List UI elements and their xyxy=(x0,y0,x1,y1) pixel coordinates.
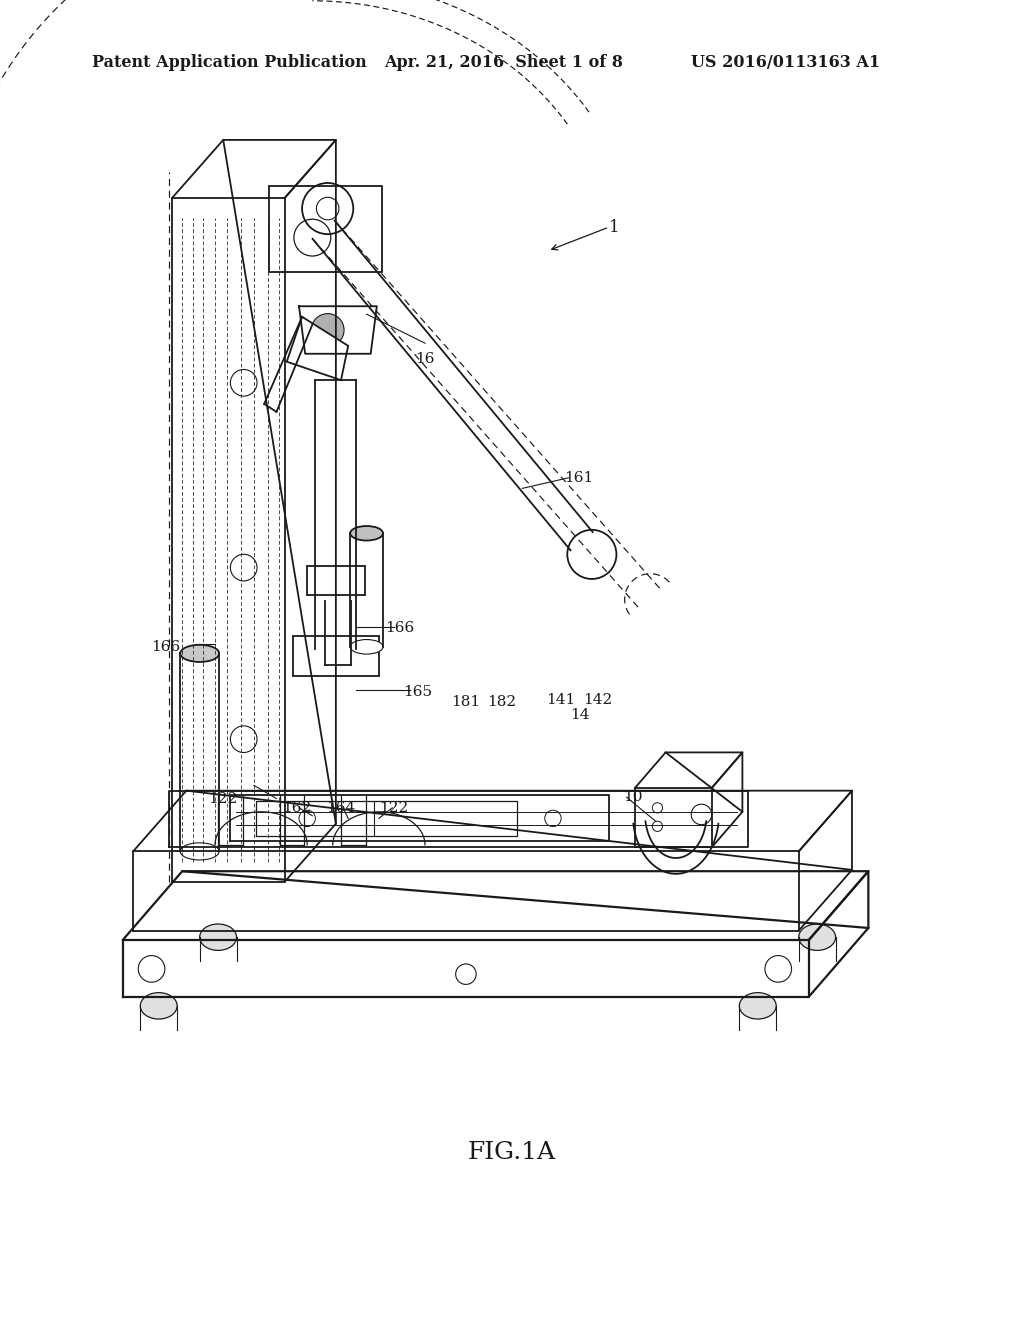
Text: 166: 166 xyxy=(152,640,180,653)
Text: 161: 161 xyxy=(564,471,593,484)
Text: 141: 141 xyxy=(547,693,575,706)
Text: 164: 164 xyxy=(327,801,355,814)
Ellipse shape xyxy=(739,993,776,1019)
Text: 182: 182 xyxy=(487,696,516,709)
FancyBboxPatch shape xyxy=(293,636,379,676)
Text: 181: 181 xyxy=(452,696,480,709)
Circle shape xyxy=(311,314,344,346)
Ellipse shape xyxy=(200,924,237,950)
Ellipse shape xyxy=(180,843,219,861)
Ellipse shape xyxy=(140,993,177,1019)
Text: 166: 166 xyxy=(385,622,414,635)
Text: US 2016/0113163 A1: US 2016/0113163 A1 xyxy=(691,54,881,71)
Text: 162: 162 xyxy=(283,801,311,814)
Ellipse shape xyxy=(180,644,219,663)
Text: 122: 122 xyxy=(380,801,409,814)
Ellipse shape xyxy=(350,527,383,541)
Text: 142: 142 xyxy=(584,693,612,706)
Text: Apr. 21, 2016  Sheet 1 of 8: Apr. 21, 2016 Sheet 1 of 8 xyxy=(384,54,623,71)
Text: 14: 14 xyxy=(569,709,590,722)
FancyBboxPatch shape xyxy=(307,566,365,595)
FancyBboxPatch shape xyxy=(269,186,382,272)
Text: 16: 16 xyxy=(415,352,435,366)
Text: 1: 1 xyxy=(609,219,620,235)
Text: 165: 165 xyxy=(403,685,432,698)
Text: 122: 122 xyxy=(209,792,238,805)
Ellipse shape xyxy=(799,924,836,950)
Text: Patent Application Publication: Patent Application Publication xyxy=(92,54,367,71)
Polygon shape xyxy=(287,317,348,380)
Text: FIG.1A: FIG.1A xyxy=(468,1142,556,1164)
Text: 10: 10 xyxy=(623,791,643,804)
Ellipse shape xyxy=(350,639,383,653)
